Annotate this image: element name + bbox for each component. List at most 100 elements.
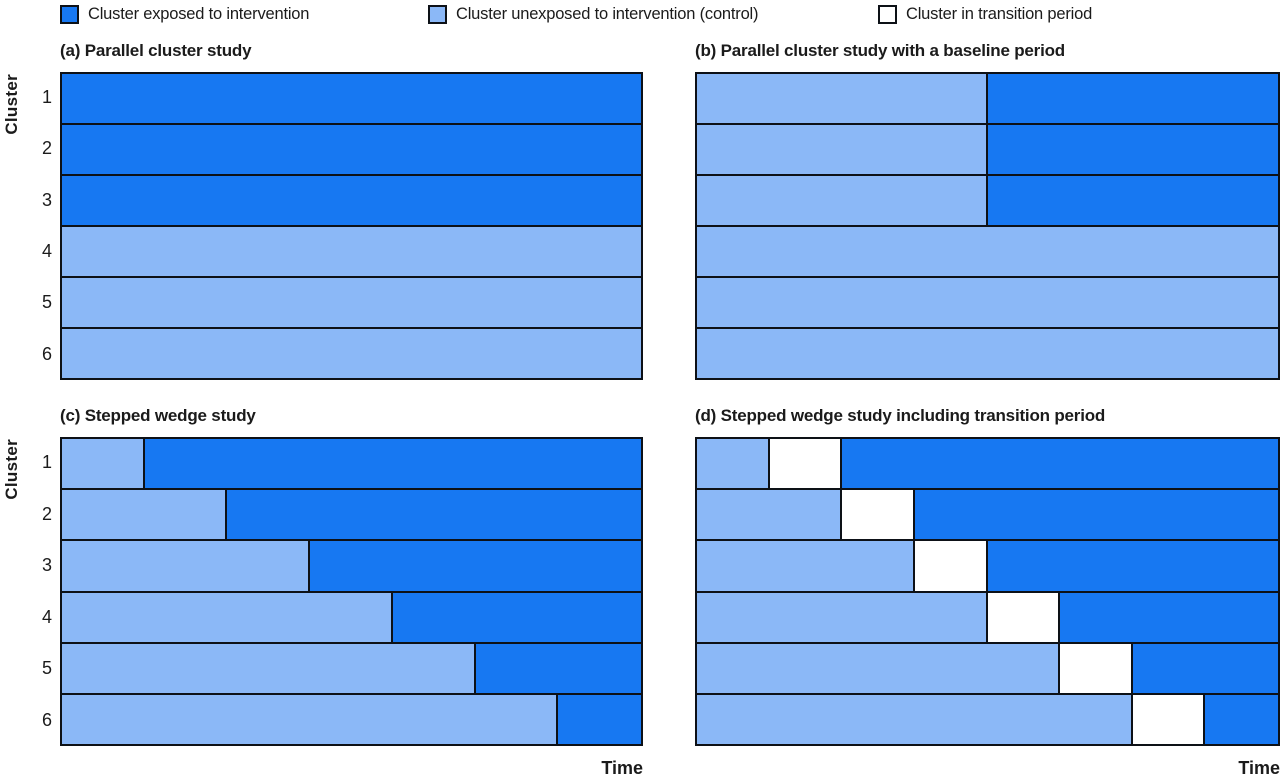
panel-d-stepped-wedge-transition (695, 437, 1280, 746)
cluster-number: 1 (41, 87, 52, 108)
unexposed-segment (697, 176, 988, 225)
cluster-row (62, 592, 641, 644)
transition-segment (987, 592, 1061, 642)
transition-segment (1132, 694, 1206, 745)
unexposed-segment (697, 125, 988, 174)
panel-a-title: (a) Parallel cluster study (60, 41, 252, 60)
unexposed-segment (62, 329, 641, 378)
cluster-number: 4 (41, 241, 52, 262)
cluster-row (62, 74, 641, 125)
exposed-segment (987, 74, 1278, 123)
cluster-row (697, 125, 1278, 176)
unexposed-segment (62, 439, 145, 489)
unexposed-segment (62, 541, 311, 591)
x-axis-label-time-right: Time (1238, 758, 1280, 778)
x-axis-label-time-left: Time (601, 758, 643, 778)
exposed-segment (558, 694, 641, 745)
cluster-row (62, 490, 641, 542)
cluster-row (697, 329, 1278, 378)
panel-a-parallel-cluster (60, 72, 643, 380)
exposed-segment (62, 125, 641, 174)
cluster-row (697, 694, 1278, 745)
exposed-segment (62, 74, 641, 123)
exposed-segment (987, 125, 1278, 174)
unexposed-segment (62, 227, 641, 276)
cluster-number: 2 (41, 138, 52, 159)
exposed-segment (227, 490, 641, 540)
cluster-row (62, 329, 641, 378)
exposed-segment (392, 592, 641, 642)
unexposed-segment (697, 227, 1278, 276)
unexposed-segment (697, 278, 1278, 327)
cluster-row (62, 278, 641, 329)
cluster-number: 1 (41, 452, 52, 473)
cluster-row (62, 227, 641, 278)
exposed-segment (475, 643, 641, 693)
y-axis-label-top: Cluster (2, 74, 21, 135)
unexposed-segment (62, 592, 393, 642)
unexposed-segment (62, 278, 641, 327)
cluster-number: 6 (41, 343, 52, 364)
cluster-number: 4 (41, 606, 52, 627)
cluster-row (62, 694, 641, 745)
exposed-segment (987, 176, 1278, 225)
exposed-segment (842, 439, 1278, 489)
cluster-row (697, 541, 1278, 593)
cluster-row (697, 278, 1278, 329)
cluster-row (697, 490, 1278, 542)
panel-b-parallel-baseline (695, 72, 1280, 380)
cluster-row (62, 643, 641, 695)
transition-segment (914, 541, 988, 591)
panel-d-title: (d) Stepped wedge study including transi… (695, 406, 1106, 425)
exposed-segment (1132, 643, 1278, 693)
legend-item-unexposed: Cluster unexposed to intervention (contr… (428, 3, 759, 25)
exposed-segment (144, 439, 641, 489)
cluster-row (697, 176, 1278, 227)
exposed-segment (310, 541, 641, 591)
cluster-row (697, 439, 1278, 491)
legend-item-transition: Cluster in transition period (878, 3, 1092, 25)
cluster-numbers-top: 1 2 3 4 5 6 (30, 72, 54, 380)
panel-c-title: (c) Stepped wedge study (60, 406, 256, 425)
exposed-segment (62, 176, 641, 225)
cluster-number: 3 (41, 555, 52, 576)
legend-label-transition: Cluster in transition period (906, 4, 1093, 23)
panel-c-stepped-wedge (60, 437, 643, 746)
unexposed-swatch-icon (428, 4, 447, 24)
cluster-number: 3 (41, 189, 52, 210)
exposed-segment (914, 490, 1278, 540)
cluster-row (62, 176, 641, 227)
transition-segment (769, 439, 843, 489)
legend-label-exposed: Cluster exposed to intervention (88, 4, 310, 23)
cluster-row (697, 592, 1278, 644)
y-axis-label-bottom: Cluster (2, 439, 21, 500)
cluster-row (697, 643, 1278, 695)
unexposed-segment (62, 643, 476, 693)
cluster-number: 5 (41, 658, 52, 679)
unexposed-segment (62, 694, 559, 745)
cluster-numbers-bottom: 1 2 3 4 5 6 (30, 437, 54, 746)
unexposed-segment (697, 490, 843, 540)
cluster-row (62, 439, 641, 491)
cluster-number: 6 (41, 709, 52, 730)
unexposed-segment (697, 541, 915, 591)
exposed-segment (1060, 592, 1278, 642)
cluster-row (62, 125, 641, 176)
unexposed-segment (697, 329, 1278, 378)
unexposed-segment (697, 439, 770, 489)
unexposed-segment (697, 694, 1133, 745)
unexposed-segment (697, 643, 1061, 693)
cluster-row (62, 541, 641, 593)
cluster-row (697, 227, 1278, 278)
exposed-segment (1205, 694, 1278, 745)
cluster-number: 5 (41, 292, 52, 313)
panel-b-title: (b) Parallel cluster study with a baseli… (695, 41, 1065, 60)
unexposed-segment (697, 74, 988, 123)
transition-segment (842, 490, 915, 540)
exposed-swatch-icon (60, 4, 79, 24)
exposed-segment (987, 541, 1278, 591)
unexposed-segment (697, 592, 988, 642)
cluster-number: 2 (41, 503, 52, 524)
legend-label-unexposed: Cluster unexposed to intervention (contr… (456, 4, 759, 23)
